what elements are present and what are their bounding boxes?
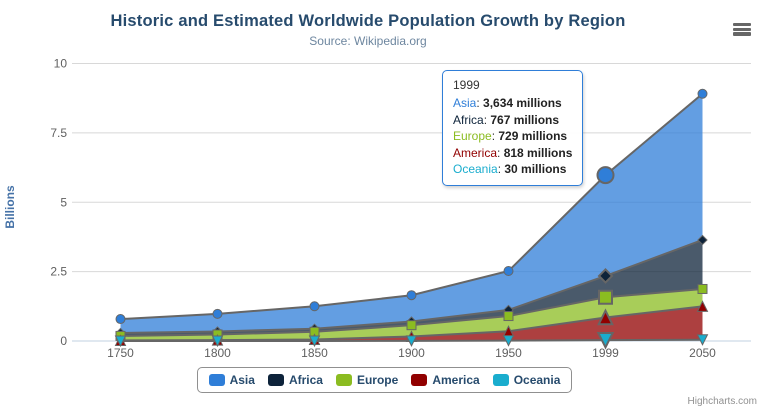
credits-link[interactable]: Highcharts.com — [687, 396, 757, 407]
triangle-down-marker-oceania-1800[interactable] — [211, 335, 224, 348]
x-axis-label: 1950 — [495, 346, 522, 360]
tooltip-row-europe: Europe: 729 millions — [453, 129, 568, 143]
series-band-america — [120, 306, 703, 341]
diamond-marker-africa-2050[interactable] — [697, 234, 708, 246]
legend-swatch-icon — [492, 374, 509, 386]
y-axis-label: 7.5 — [50, 126, 67, 140]
tooltip-row-africa: Africa: 767 millions — [453, 112, 560, 127]
series-band-asia — [120, 93, 703, 333]
tooltip-rows: Asia: 3,634 millions Africa: 767 millions… — [453, 95, 572, 178]
tooltip-series-value: 30 millions — [504, 162, 567, 176]
tooltip-series-name: America — [453, 145, 498, 160]
y-axis-label: 2.5 — [50, 265, 67, 279]
legend-label: Europe — [356, 373, 399, 387]
tooltip-series-name: Asia — [453, 96, 477, 110]
legend-items: Asia Africa Europe America Oceania — [196, 367, 573, 393]
legend-item-africa[interactable]: Africa — [267, 373, 323, 387]
triangle-down-marker-oceania-1999[interactable] — [596, 331, 615, 350]
circle-marker-asia-1850[interactable] — [309, 301, 320, 312]
legend-swatch-icon — [208, 374, 225, 386]
series-band-africa — [120, 239, 703, 336]
x-axis-label: 1999 — [592, 346, 619, 360]
tooltip-row-asia: Asia: 3,634 millions — [453, 96, 562, 110]
square-marker-europe-2050[interactable] — [697, 283, 708, 294]
triangle-marker-america-2050[interactable] — [696, 300, 709, 312]
tooltip-series-value: 767 millions — [490, 112, 560, 127]
chart-subtitle: Source: Wikipedia.org — [309, 34, 427, 48]
y-axis-label: 0 — [60, 334, 67, 348]
legend-label: Asia — [229, 373, 255, 387]
legend-item-oceania[interactable]: Oceania — [492, 373, 561, 387]
circle-marker-asia-1800[interactable] — [212, 308, 223, 319]
series-asia[interactable] — [115, 88, 708, 325]
triangle-marker-america-1999[interactable] — [597, 308, 614, 326]
legend-swatch-icon — [267, 374, 284, 386]
legend-item-europe[interactable]: Europe — [335, 373, 399, 387]
legend-swatch-icon — [335, 374, 352, 386]
legend-label: Africa — [288, 373, 323, 387]
diamond-marker-africa-1999[interactable] — [597, 268, 614, 284]
legend-item-america[interactable]: America — [411, 373, 480, 387]
square-marker-europe-1950[interactable] — [503, 311, 514, 322]
circle-marker-asia-2050[interactable] — [697, 88, 708, 99]
hamburger-icon — [731, 22, 753, 37]
tooltip-row-america: America: 818 millions — [453, 145, 573, 160]
tooltip-row-oceania: Oceania: 30 millions — [453, 162, 567, 176]
legend-item-asia[interactable]: Asia — [208, 373, 255, 387]
x-axis-label: 1850 — [301, 346, 328, 360]
circle-marker-asia-1900[interactable] — [406, 290, 417, 301]
tooltip-series-value: 3,634 millions — [483, 96, 562, 110]
circle-marker-asia-1950[interactable] — [503, 266, 514, 277]
triangle-down-marker-oceania-1900[interactable] — [405, 335, 418, 347]
legend-swatch-icon — [411, 374, 428, 386]
y-axis-title: Billions — [3, 185, 17, 229]
chart-title: Historic and Estimated Worldwide Populat… — [110, 12, 626, 30]
tooltip-series-value: 818 millions — [503, 145, 573, 160]
tooltip-series-name: Europe — [453, 129, 492, 143]
square-marker-europe-1999[interactable] — [598, 289, 613, 305]
triangle-down-marker-oceania-1850[interactable] — [308, 335, 321, 348]
legend-label: America — [432, 373, 480, 387]
tooltip-header: 1999 — [453, 78, 480, 92]
square-marker-europe-1900[interactable] — [406, 320, 417, 331]
triangle-down-marker-oceania-1950[interactable] — [502, 335, 515, 347]
x-axis-label: 2050 — [689, 346, 716, 360]
triangle-down-marker-oceania-1750[interactable] — [114, 335, 127, 348]
export-menu-button[interactable] — [729, 19, 755, 41]
circle-marker-asia-1750[interactable] — [115, 314, 126, 325]
legend: Asia Africa Europe America Oceania — [0, 367, 769, 393]
tooltip-series-name: Oceania — [453, 162, 498, 176]
x-axis-label: 1750 — [107, 346, 134, 360]
x-axis-label: 1900 — [398, 346, 425, 360]
series-oceania[interactable] — [114, 331, 709, 350]
triangle-down-marker-oceania-2050[interactable] — [696, 334, 709, 346]
circle-marker-asia-1999[interactable] — [596, 166, 615, 185]
tooltip-series-name: Africa — [453, 112, 484, 127]
tooltip: 1999 Asia: 3,634 millions Africa: 767 mil… — [442, 70, 584, 186]
y-axis-label: 10 — [54, 57, 68, 71]
tooltip-series-value: 729 millions — [498, 129, 568, 143]
x-axis-label: 1800 — [204, 346, 231, 360]
y-axis-label: 5 — [60, 195, 67, 209]
legend-label: Oceania — [513, 373, 561, 387]
